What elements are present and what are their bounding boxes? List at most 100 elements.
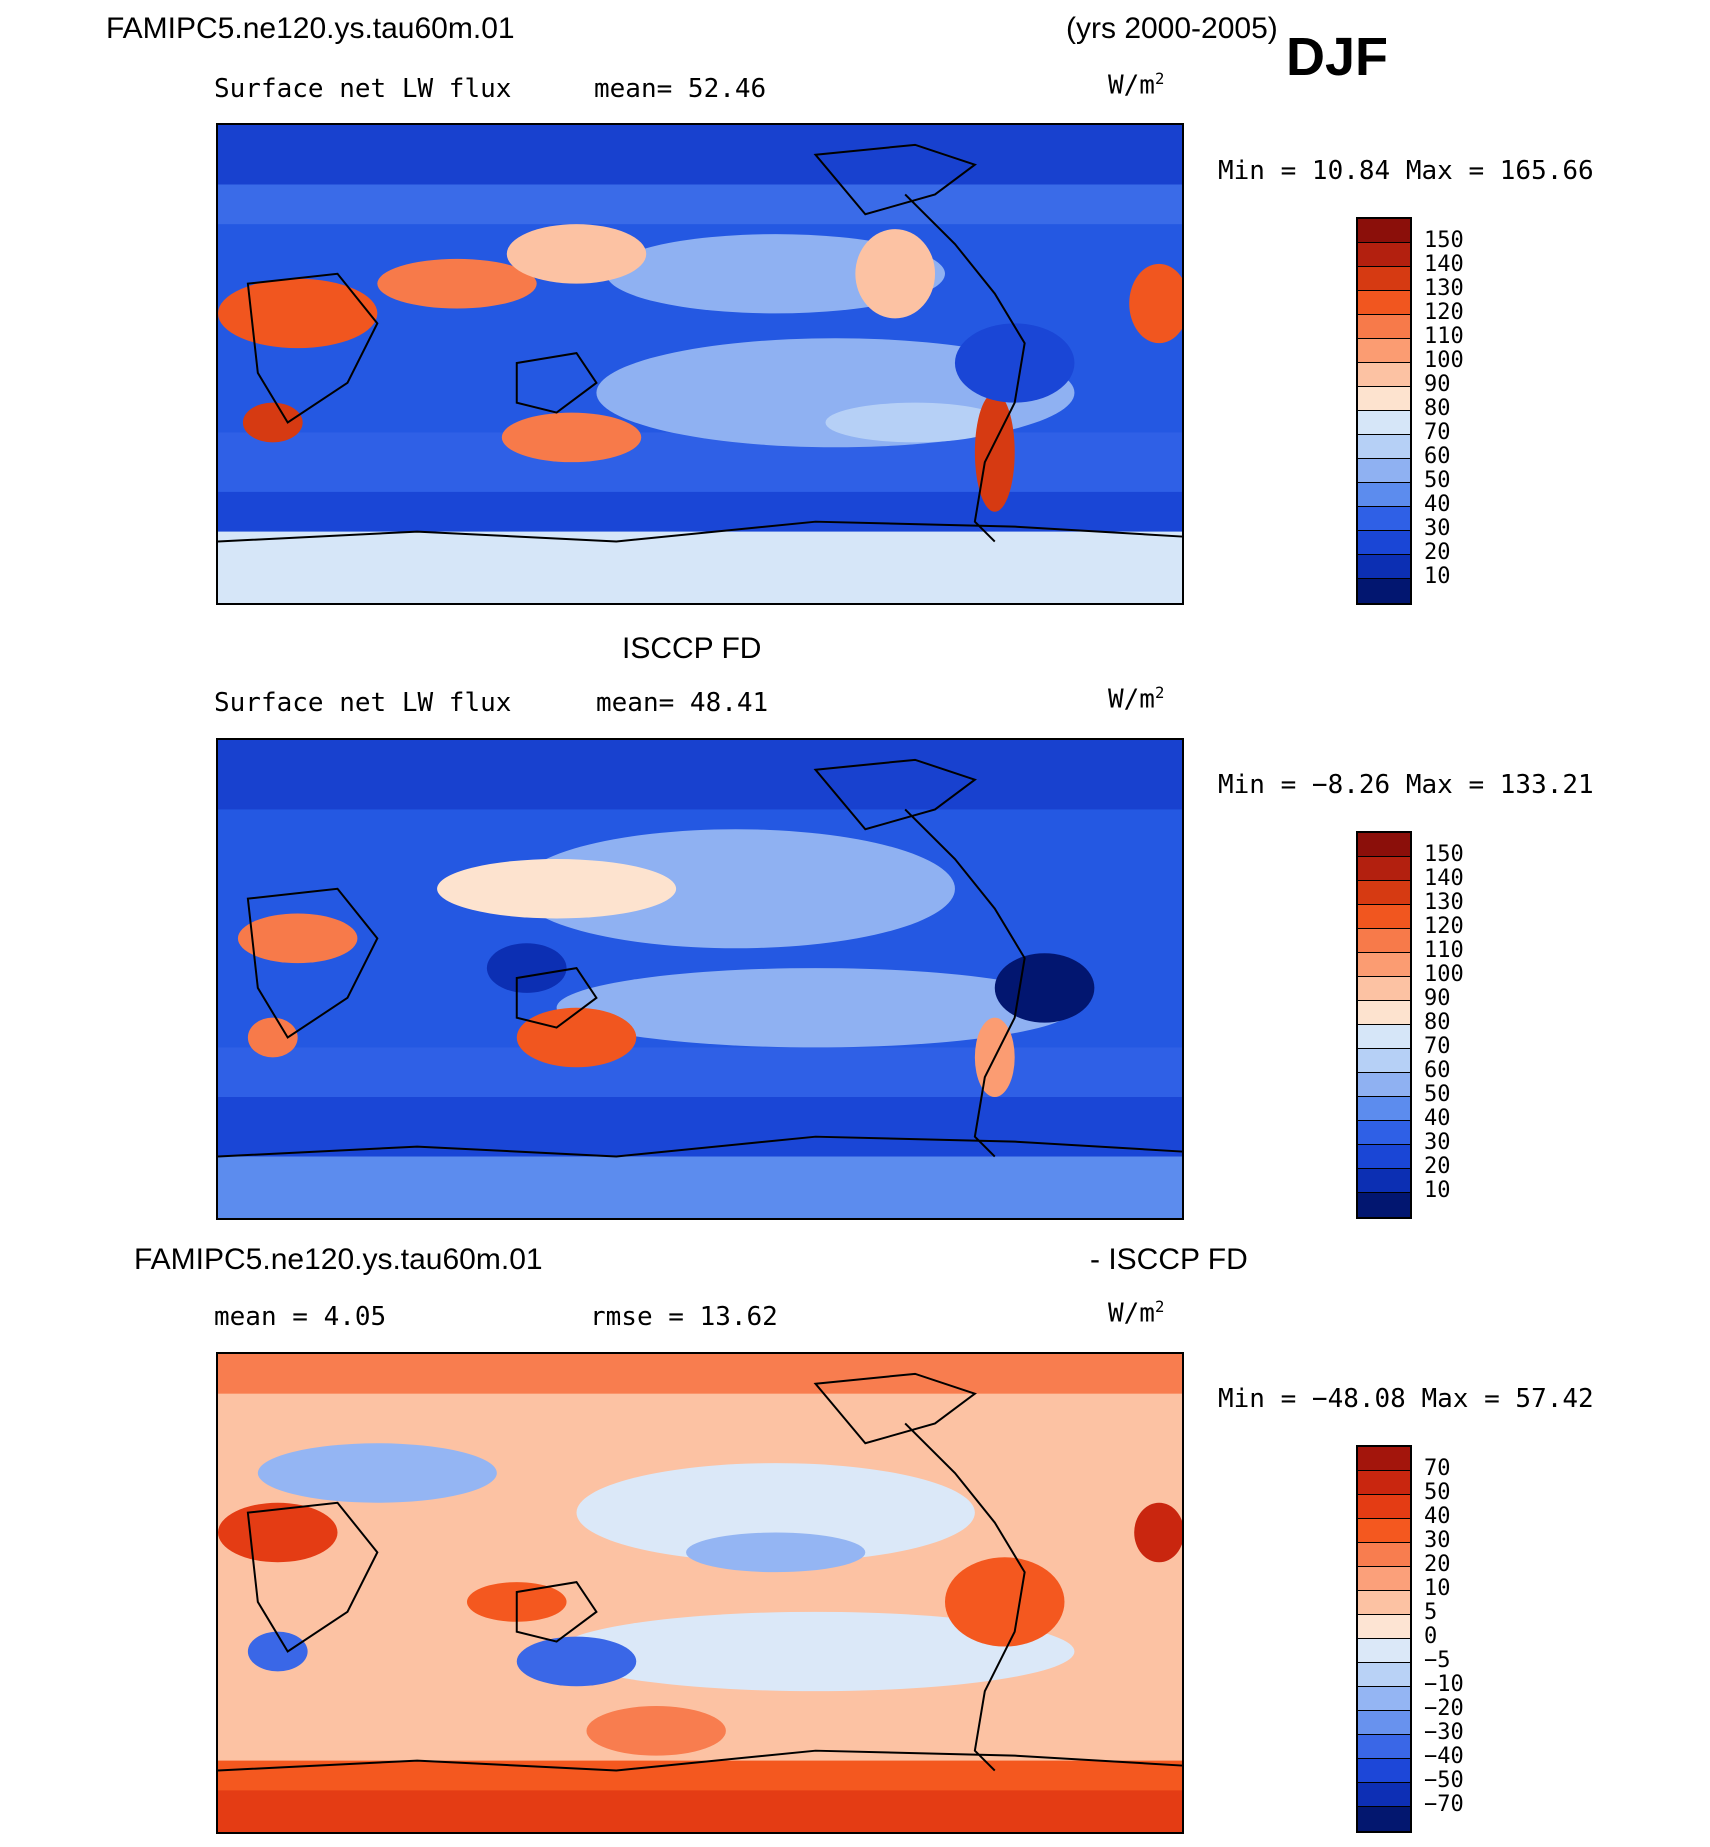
colorbar-tick-label: 80 bbox=[1424, 396, 1451, 421]
colorbar-tick-label: −5 bbox=[1424, 1648, 1451, 1673]
panel2-variable-label: Surface net LW flux bbox=[214, 688, 512, 718]
colorbar-swatch bbox=[1358, 459, 1410, 483]
panel2-units-label: W/m2 bbox=[1108, 684, 1165, 715]
colorbar-swatch bbox=[1358, 905, 1410, 929]
colorbar-swatch bbox=[1358, 483, 1410, 507]
colorbar-swatch bbox=[1358, 243, 1410, 267]
panel2-map bbox=[216, 738, 1184, 1220]
colorbar-swatch bbox=[1358, 1447, 1410, 1471]
colorbar-swatch bbox=[1358, 387, 1410, 411]
colorbar-swatch bbox=[1358, 1073, 1410, 1097]
colorbar-tick-label: 110 bbox=[1424, 938, 1464, 963]
colorbar-tick-label: 40 bbox=[1424, 1504, 1451, 1529]
colorbar-tick-label: 120 bbox=[1424, 914, 1464, 939]
colorbar-swatch bbox=[1358, 857, 1410, 881]
colorbar-swatch bbox=[1358, 1001, 1410, 1025]
colorbar-swatch bbox=[1358, 881, 1410, 905]
panel3-units-label: W/m2 bbox=[1108, 1298, 1165, 1329]
colorbar-tick-label: 20 bbox=[1424, 1552, 1451, 1577]
colorbar-swatch bbox=[1358, 411, 1410, 435]
colorbar-tick-label: 130 bbox=[1424, 890, 1464, 915]
colorbar-tick-label: 50 bbox=[1424, 1082, 1451, 1107]
colorbar-tick-label: 60 bbox=[1424, 1058, 1451, 1083]
panel1-minmax-label: Min = 10.84 Max = 165.66 bbox=[1218, 156, 1594, 186]
panel1-colorbar bbox=[1356, 217, 1412, 605]
colorbar-tick-label: 10 bbox=[1424, 1178, 1451, 1203]
colorbar-swatch bbox=[1358, 267, 1410, 291]
colorbar-tick-label: −30 bbox=[1424, 1720, 1464, 1745]
colorbar-tick-label: 70 bbox=[1424, 1034, 1451, 1059]
colorbar-swatch bbox=[1358, 953, 1410, 977]
colorbar-swatch bbox=[1358, 1049, 1410, 1073]
colorbar-tick-label: 90 bbox=[1424, 372, 1451, 397]
colorbar-tick-label: −70 bbox=[1424, 1792, 1464, 1817]
panel2-title: ISCCP FD bbox=[622, 632, 762, 665]
panel3-map-field bbox=[218, 1354, 1182, 1832]
colorbar-swatch bbox=[1358, 579, 1410, 603]
colorbar-swatch bbox=[1358, 1663, 1410, 1687]
colorbar-tick-label: 100 bbox=[1424, 348, 1464, 373]
colorbar-swatch bbox=[1358, 219, 1410, 243]
colorbar-swatch bbox=[1358, 1169, 1410, 1193]
colorbar-tick-label: 0 bbox=[1424, 1624, 1438, 1649]
colorbar-tick-label: 70 bbox=[1424, 1456, 1451, 1481]
colorbar-swatch bbox=[1358, 1097, 1410, 1121]
colorbar-tick-label: 30 bbox=[1424, 516, 1451, 541]
panel2-map-field bbox=[218, 740, 1182, 1218]
colorbar-tick-label: −20 bbox=[1424, 1696, 1464, 1721]
colorbar-swatch bbox=[1358, 1783, 1410, 1807]
panel3-title-right: - ISCCP FD bbox=[1090, 1243, 1248, 1276]
colorbar-swatch bbox=[1358, 1121, 1410, 1145]
colorbar-tick-label: 90 bbox=[1424, 986, 1451, 1011]
colorbar-swatch bbox=[1358, 315, 1410, 339]
colorbar-tick-label: 30 bbox=[1424, 1528, 1451, 1553]
colorbar-tick-label: 40 bbox=[1424, 492, 1451, 517]
colorbar-swatch bbox=[1358, 1711, 1410, 1735]
colorbar-tick-label: 150 bbox=[1424, 842, 1464, 867]
panel1-map bbox=[216, 123, 1184, 605]
colorbar-swatch bbox=[1358, 1495, 1410, 1519]
panel3-title-left: FAMIPC5.ne120.ys.tau60m.01 bbox=[134, 1243, 543, 1276]
colorbar-tick-label: 30 bbox=[1424, 1130, 1451, 1155]
colorbar-tick-label: 110 bbox=[1424, 324, 1464, 349]
colorbar-tick-label: −10 bbox=[1424, 1672, 1464, 1697]
colorbar-tick-label: 120 bbox=[1424, 300, 1464, 325]
panel3-mean-label: mean = 4.05 bbox=[214, 1302, 387, 1332]
colorbar-swatch bbox=[1358, 1567, 1410, 1591]
colorbar-swatch bbox=[1358, 435, 1410, 459]
panel3-minmax-label: Min = −48.08 Max = 57.42 bbox=[1218, 1384, 1594, 1414]
case-name-header: FAMIPC5.ne120.ys.tau60m.01 bbox=[106, 12, 515, 45]
colorbar-swatch bbox=[1358, 1193, 1410, 1217]
colorbar-tick-label: 140 bbox=[1424, 866, 1464, 891]
panel3-rmse-label: rmse = 13.62 bbox=[590, 1302, 778, 1332]
panel1-map-field bbox=[218, 125, 1182, 603]
colorbar-swatch bbox=[1358, 1145, 1410, 1169]
colorbar-tick-label: 50 bbox=[1424, 1480, 1451, 1505]
colorbar-tick-label: 70 bbox=[1424, 420, 1451, 445]
colorbar-tick-label: 50 bbox=[1424, 468, 1451, 493]
colorbar-swatch bbox=[1358, 1759, 1410, 1783]
colorbar-tick-label: −40 bbox=[1424, 1744, 1464, 1769]
panel3-map bbox=[216, 1352, 1184, 1834]
colorbar-swatch bbox=[1358, 1639, 1410, 1663]
colorbar-tick-label: 5 bbox=[1424, 1600, 1438, 1625]
colorbar-swatch bbox=[1358, 1807, 1410, 1831]
colorbar-tick-label: 80 bbox=[1424, 1010, 1451, 1035]
colorbar-tick-label: 20 bbox=[1424, 1154, 1451, 1179]
colorbar-swatch bbox=[1358, 1735, 1410, 1759]
colorbar-swatch bbox=[1358, 1591, 1410, 1615]
colorbar-swatch bbox=[1358, 977, 1410, 1001]
colorbar-tick-label: 10 bbox=[1424, 564, 1451, 589]
colorbar-tick-label: 140 bbox=[1424, 252, 1464, 277]
years-label: (yrs 2000-2005) bbox=[1066, 12, 1278, 45]
colorbar-swatch bbox=[1358, 507, 1410, 531]
colorbar-swatch bbox=[1358, 531, 1410, 555]
colorbar-swatch bbox=[1358, 555, 1410, 579]
colorbar-tick-label: 60 bbox=[1424, 444, 1451, 469]
colorbar-tick-label: 130 bbox=[1424, 276, 1464, 301]
panel2-mean-label: mean= 48.41 bbox=[596, 688, 769, 718]
colorbar-swatch bbox=[1358, 1687, 1410, 1711]
panel1-units-label: W/m2 bbox=[1108, 70, 1165, 101]
colorbar-tick-label: 150 bbox=[1424, 228, 1464, 253]
colorbar-swatch bbox=[1358, 1519, 1410, 1543]
